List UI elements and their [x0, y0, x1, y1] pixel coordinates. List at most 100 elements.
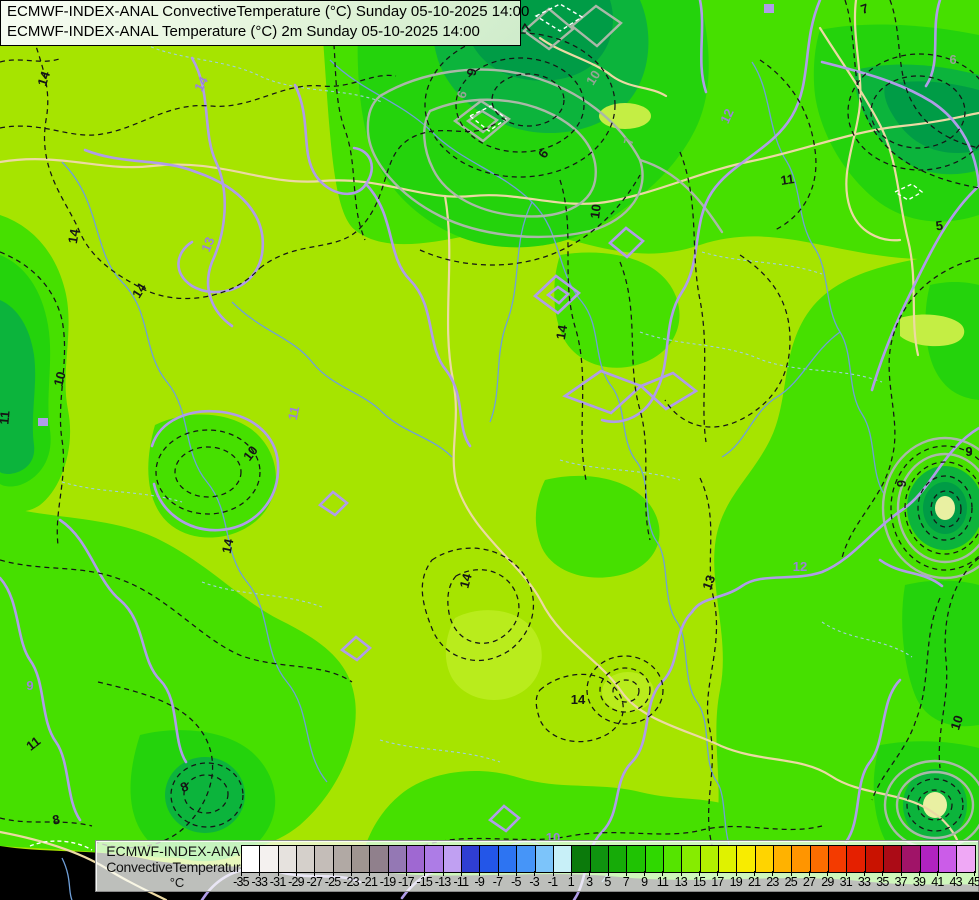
- contour-label: 12: [793, 559, 807, 574]
- colorbar-tickmark: [241, 871, 242, 876]
- colorbar-tick-label: 29: [821, 875, 834, 889]
- colorbar-cell: [773, 846, 793, 872]
- colorbar-tick-label: -13: [434, 875, 451, 889]
- colorbar-cell: [370, 846, 389, 872]
- colorbar-tick-label: -33: [251, 875, 268, 889]
- colorbar-cell: [755, 846, 774, 872]
- colorbar-tickmark: [534, 871, 536, 876]
- colorbar-cell: [939, 846, 958, 872]
- colorbar-tickmark: [644, 871, 646, 876]
- colorbar-cell: [682, 846, 701, 872]
- colorbar-tick-label: -29: [288, 875, 304, 889]
- colorbar-tickmark: [442, 871, 444, 876]
- colorbar-tickmark: [515, 871, 517, 876]
- colorbar-tickmark: [680, 871, 682, 876]
- colorbar-tickmark: [864, 871, 866, 876]
- colorbar-cell: [352, 846, 371, 872]
- colorbar-tick-label: 5: [604, 875, 611, 889]
- colorbar-tick-label: 19: [729, 875, 743, 889]
- colorbar-tickmark: [882, 871, 884, 876]
- contour-label: 6: [949, 52, 956, 67]
- colorbar-tickmark: [497, 871, 499, 876]
- colorbar-tickmark: [900, 871, 902, 876]
- colorbar-cell: [242, 846, 261, 872]
- colorbar-tickmark: [919, 871, 921, 876]
- colorbar-cell: [902, 846, 921, 872]
- colorbar-tickmark: [570, 871, 572, 876]
- colorbar-tickmark: [625, 871, 627, 876]
- white-dashed-contours: [29, 3, 924, 851]
- colorbar-tickmark: [717, 871, 719, 876]
- colorbar-cell: [957, 846, 975, 872]
- colorbar-cell: [498, 846, 518, 872]
- colorbar-tickmark: [827, 871, 829, 876]
- colorbar-cell: [920, 846, 940, 872]
- contour-label: 11: [780, 171, 796, 188]
- colorbar-tick-label: 41: [931, 875, 944, 889]
- colorbar-cell: [810, 846, 829, 872]
- legend-parameter-label: ConvectiveTemperature: [106, 859, 248, 875]
- colorbar-tick-label: 17: [711, 875, 724, 889]
- contour-label: 6: [453, 88, 470, 100]
- contour-label: 14: [34, 69, 53, 88]
- colorbar-tickmark: [350, 871, 352, 876]
- colorbar-tick-label: -19: [379, 875, 396, 889]
- colorbar-tick-label: -25: [324, 875, 341, 889]
- colorbar-tick-label: 3: [586, 875, 593, 889]
- contour-label: 10: [587, 203, 604, 219]
- colorbar-tickmark: [662, 871, 664, 876]
- colorbar-tick-label: -15: [416, 875, 433, 889]
- legend-colorbar: [241, 845, 976, 873]
- contour-label: 14: [571, 692, 586, 707]
- legend-colorbar-ticks: -35 -33 -31 -29 -27 -25 -23 -21 -19 -17 -15 -13 -11-…: [233, 871, 979, 891]
- colorbar-cell: [535, 846, 554, 872]
- contour-label: 9: [965, 444, 972, 459]
- contour-label: 8: [51, 812, 61, 828]
- colorbar-tickmark: [974, 871, 975, 876]
- colorbar-tick-label: 27: [802, 875, 816, 889]
- contour-label: 14: [553, 323, 570, 341]
- colorbar-tickmark: [790, 871, 792, 876]
- contour-label: 14: [65, 227, 82, 245]
- colorbar-cell: [608, 846, 628, 872]
- colorbar-cell: [700, 846, 719, 872]
- colorbar-tickmark: [607, 871, 609, 876]
- colorbar-tick-label: 37: [894, 875, 908, 889]
- colorbar-tick-label: -9: [474, 875, 484, 889]
- colorbar-tick-label: -11: [453, 875, 470, 889]
- colorbar-tick-label: 33: [857, 875, 871, 889]
- colorbar-cell: [260, 846, 279, 872]
- colorbar-tickmark: [369, 871, 371, 876]
- colorbar-tick-label: -17: [398, 875, 414, 889]
- colorbar-tickmark: [699, 871, 701, 876]
- colorbar-tickmark: [772, 871, 774, 876]
- colorbar-tickmark: [259, 871, 261, 876]
- colorbar-tick-label: 43: [949, 875, 963, 889]
- colorbar-tickmark: [937, 871, 939, 876]
- contour-label: 13: [699, 573, 718, 592]
- legend-box: ECMWF-INDEX-ANAL ConvectiveTemperature °…: [95, 840, 979, 892]
- colorbar-cell: [315, 846, 334, 872]
- colorbar-tickmark: [845, 871, 847, 876]
- contour-label: 12: [717, 106, 737, 125]
- colorbar-tick-label: -35: [233, 875, 249, 889]
- colorbar-tickmark: [424, 871, 426, 876]
- legend-product-label: ECMWF-INDEX-ANAL: [106, 843, 248, 859]
- legend-units-label: °C: [169, 875, 185, 890]
- colorbar-tick-label: -1: [547, 875, 558, 889]
- colorbar-tick-label: 21: [747, 875, 761, 889]
- colorbar-tickmark: [955, 871, 957, 876]
- colorbar-cell: [407, 846, 426, 872]
- colorbar-tickmark: [589, 871, 591, 876]
- colorbar-cell: [829, 846, 848, 872]
- contour-label: 9: [894, 479, 910, 488]
- colorbar-tick-label: -31: [269, 875, 286, 889]
- colorbar-tick-label: 13: [674, 875, 688, 889]
- colorbar-cell: [645, 846, 664, 872]
- colorbar-cell: [590, 846, 609, 872]
- colorbar-cell: [278, 846, 298, 872]
- contour-label: 7: [620, 136, 636, 147]
- colorbar-tickmark: [460, 871, 462, 876]
- colorbar-cell: [443, 846, 463, 872]
